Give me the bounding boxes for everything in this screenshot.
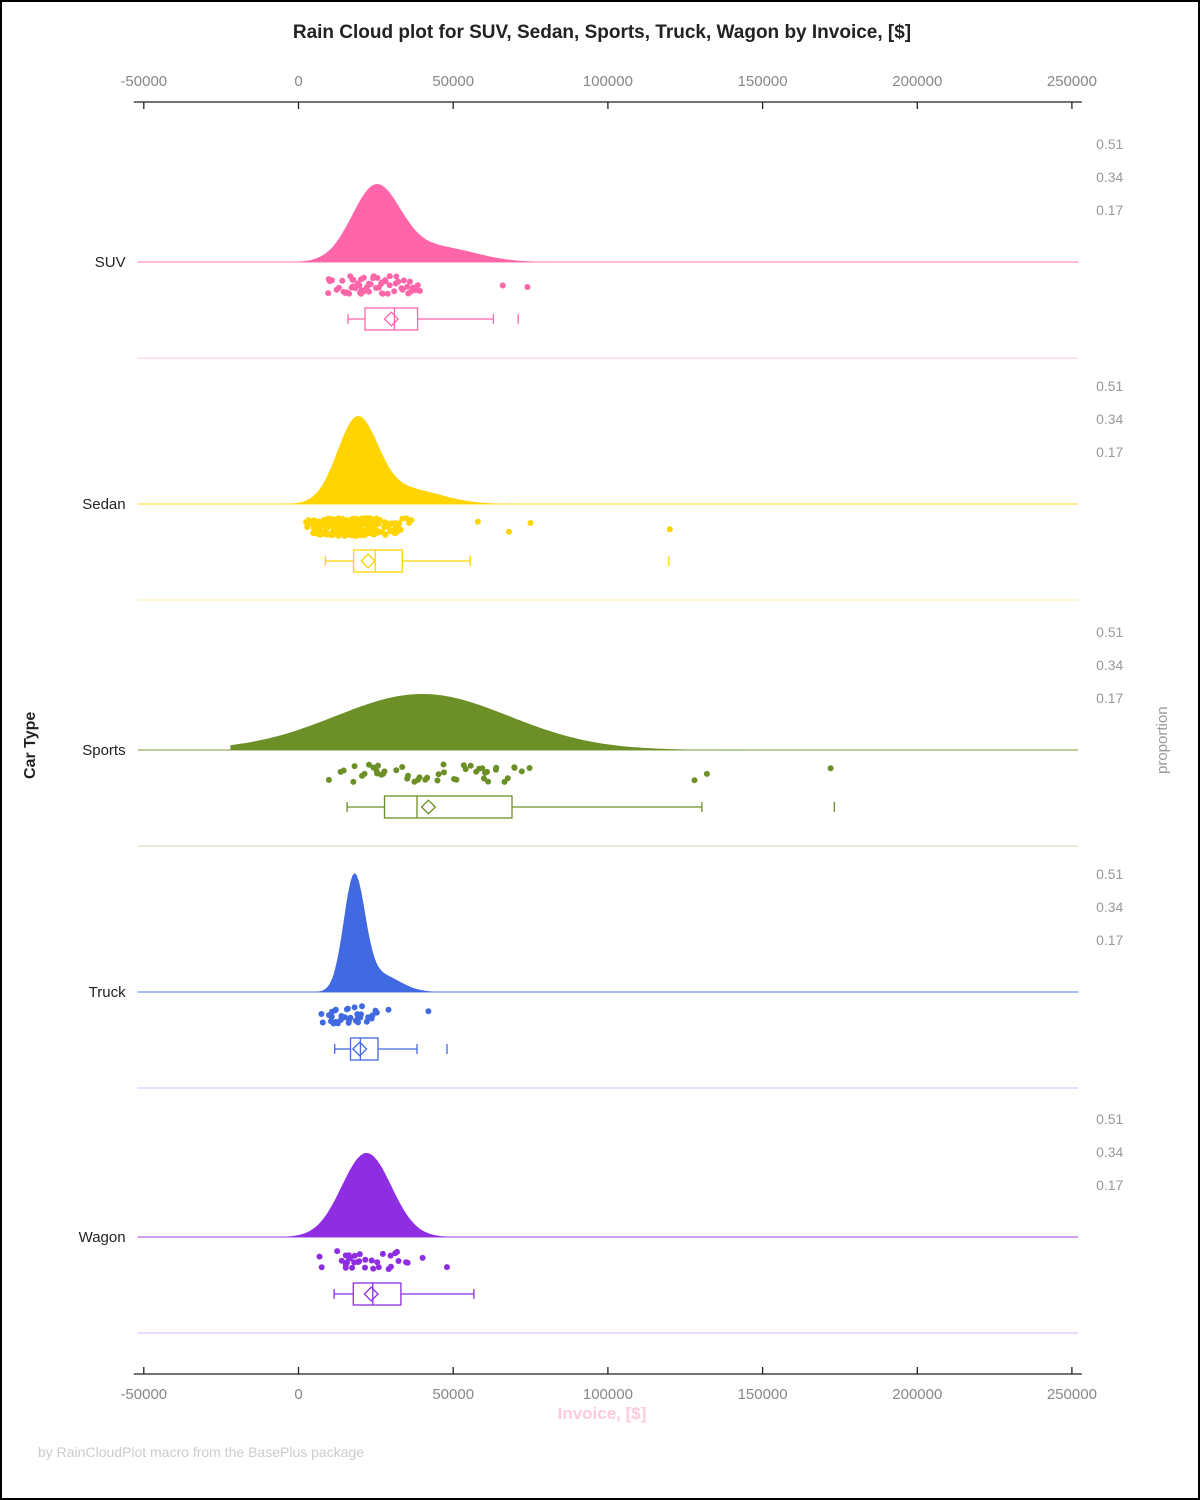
svg-text:0.51: 0.51: [1096, 624, 1123, 640]
svg-text:-50000: -50000: [120, 73, 167, 90]
svg-text:0.51: 0.51: [1096, 866, 1123, 882]
svg-text:Sports: Sports: [82, 742, 125, 759]
svg-text:Sedan: Sedan: [82, 496, 125, 513]
svg-text:0.34: 0.34: [1096, 411, 1123, 427]
svg-text:0.17: 0.17: [1096, 444, 1123, 460]
svg-text:0.34: 0.34: [1096, 169, 1123, 185]
svg-text:-50000: -50000: [120, 1386, 167, 1403]
svg-text:150000: 150000: [738, 73, 788, 90]
svg-text:0.17: 0.17: [1096, 202, 1123, 218]
svg-text:0.51: 0.51: [1096, 378, 1123, 394]
svg-text:150000: 150000: [738, 1386, 788, 1403]
svg-text:250000: 250000: [1047, 73, 1097, 90]
svg-text:SUV: SUV: [95, 254, 126, 271]
svg-text:0.17: 0.17: [1096, 1177, 1123, 1193]
svg-text:250000: 250000: [1047, 1386, 1097, 1403]
svg-text:100000: 100000: [583, 73, 633, 90]
svg-text:0.51: 0.51: [1096, 1111, 1123, 1127]
svg-text:200000: 200000: [892, 73, 942, 90]
svg-text:200000: 200000: [892, 1386, 942, 1403]
svg-text:50000: 50000: [432, 1386, 474, 1403]
svg-text:0.34: 0.34: [1096, 899, 1123, 915]
svg-text:50000: 50000: [432, 73, 474, 90]
svg-text:Wagon: Wagon: [79, 1229, 126, 1246]
svg-text:0.34: 0.34: [1096, 657, 1123, 673]
svg-text:0.17: 0.17: [1096, 932, 1123, 948]
svg-text:0.51: 0.51: [1096, 136, 1123, 152]
svg-text:0.17: 0.17: [1096, 690, 1123, 706]
svg-text:Truck: Truck: [89, 984, 126, 1001]
svg-text:0: 0: [294, 1386, 302, 1403]
svg-text:100000: 100000: [583, 1386, 633, 1403]
svg-text:0.34: 0.34: [1096, 1144, 1123, 1160]
svg-text:0: 0: [294, 73, 302, 90]
